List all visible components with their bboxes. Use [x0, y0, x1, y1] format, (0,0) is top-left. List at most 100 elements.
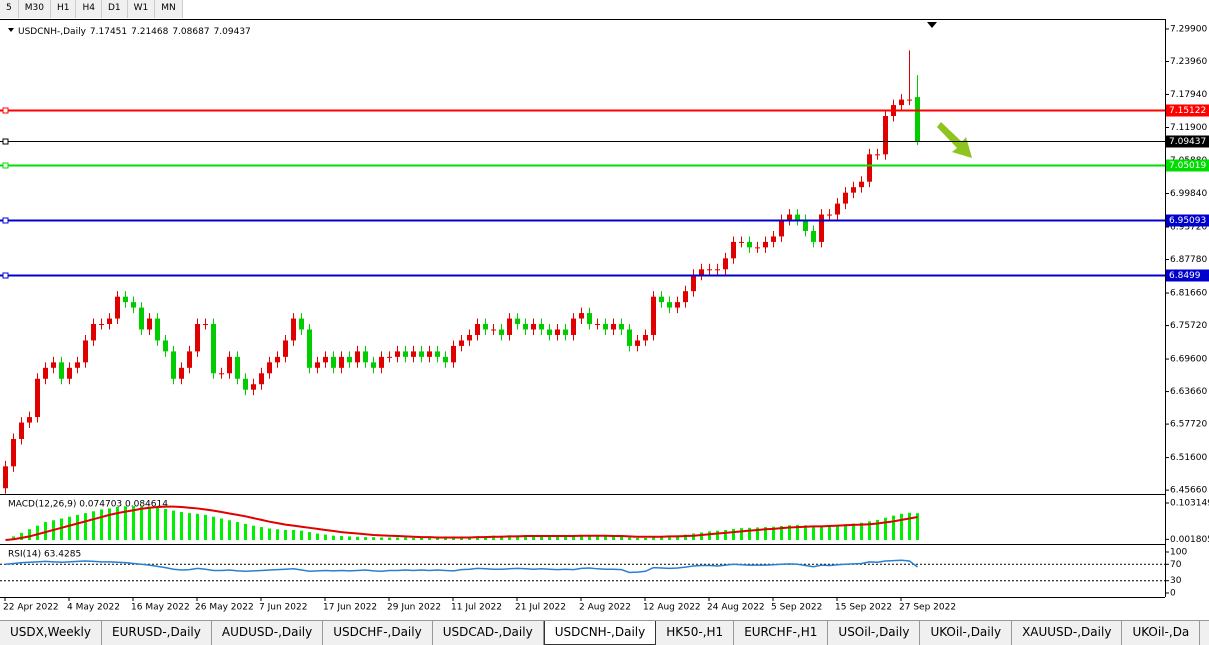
macd-bar — [700, 532, 703, 540]
chart-tabs: USDX,Weekly EURUSD-,Daily AUDUSD-,Daily USD… — [0, 620, 1209, 645]
macd-bar — [876, 519, 879, 540]
chart-tab[interactable]: UKOil-,Daily — [920, 621, 1013, 645]
x-tick-label: 27 Sep 2022 — [899, 603, 956, 613]
candle-body — [707, 269, 712, 271]
macd-bar — [740, 528, 743, 540]
x-tick-label: 11 Jul 2022 — [451, 603, 502, 613]
macd-bar — [748, 527, 751, 540]
candle-body — [843, 192, 848, 204]
macd-bar — [788, 525, 791, 540]
candle-body — [619, 324, 624, 330]
macd-bar — [132, 505, 135, 540]
rsi-label: RSI(14) 63.4285 — [8, 550, 81, 560]
candle-body — [235, 356, 240, 379]
chart-header: USDCNH-,Daily 7.17451 7.21468 7.08687 7.0943… — [18, 27, 251, 37]
candle-body — [275, 356, 280, 363]
chart-tab[interactable]: USDX,Weekly — [0, 621, 102, 645]
timeframe-button[interactable]: D1 — [102, 0, 128, 18]
chart-tab[interactable]: USDCHF-,Daily — [323, 621, 433, 645]
timeframe-button[interactable]: 5 — [0, 0, 19, 18]
level-label-box — [1166, 135, 1209, 148]
macd-bar — [580, 535, 583, 540]
chart-tab[interactable]: USOil-,Daily — [828, 621, 921, 645]
candle-body — [603, 324, 608, 330]
macd-bar — [260, 527, 263, 540]
chart-tab[interactable]: HK50-,H1 — [656, 621, 735, 645]
macd-bar — [868, 521, 871, 540]
candle-body — [907, 99, 912, 101]
macd-bar — [540, 535, 543, 540]
timeframe-button[interactable]: H1 — [51, 0, 77, 18]
timeframe-button[interactable]: M30 — [19, 0, 51, 18]
chart-tab[interactable]: USDCAD-,Daily — [433, 621, 544, 645]
candle-body — [227, 356, 232, 374]
y-tick-label: 6.57720 — [1170, 420, 1207, 430]
timeframe-toolbar: 5 M30 H1 H4 D1 W1 MN — [0, 0, 183, 18]
macd-bar — [444, 538, 447, 540]
x-tick-label: 4 May 2022 — [67, 603, 120, 613]
candle-body — [139, 307, 144, 330]
timeframe-button[interactable]: MN — [155, 0, 183, 18]
candle-body — [595, 324, 600, 326]
chart-tab[interactable]: AUDUSD-,Daily — [212, 621, 324, 645]
macd-bar — [172, 510, 175, 540]
macd-bar — [340, 536, 343, 540]
chart-tab[interactable]: USDCNH-,Daily — [543, 621, 657, 645]
macd-bar — [804, 525, 807, 540]
candle-body — [483, 324, 488, 330]
macd-bar — [796, 524, 799, 540]
macd-bar — [148, 506, 151, 540]
candle-body — [555, 329, 560, 335]
macd-bar — [140, 506, 143, 540]
chart: USDCNH-,Daily 7.17451 7.21468 7.08687 7.0943… — [0, 19, 1209, 613]
candle-body — [835, 203, 840, 215]
macd-bar — [252, 525, 255, 540]
macd-bar — [820, 525, 823, 540]
candle-body — [899, 99, 904, 106]
candle-body — [419, 351, 424, 357]
candle-body — [323, 356, 328, 363]
candle-body — [579, 313, 584, 319]
macd-label: MACD(12,26,9) 0.074703 0.084614 — [8, 500, 168, 510]
level-handle — [2, 272, 9, 279]
candle-body — [331, 356, 336, 368]
timeframe-button[interactable]: W1 — [128, 0, 156, 18]
level-label: 7.05019 — [1169, 161, 1206, 171]
chart-tab[interactable]: XAUUSD-,Daily — [1012, 621, 1123, 645]
macd-bar — [836, 524, 839, 540]
macd-bar — [364, 537, 367, 540]
candle-body — [915, 97, 920, 141]
chart-tab[interactable]: EURCHF-,H1 — [734, 621, 829, 645]
rsi-tick-label: 0 — [1170, 589, 1176, 599]
x-tick-label: 12 Aug 2022 — [643, 603, 701, 613]
chart-tab[interactable]: UKOil-,Da — [1122, 621, 1201, 645]
macd-bar — [708, 531, 711, 540]
macd-bar — [476, 536, 479, 540]
macd-bar — [660, 536, 663, 540]
shift-marker — [927, 22, 937, 28]
timeframe-button[interactable]: H4 — [76, 0, 102, 18]
candle-body — [659, 296, 664, 303]
candle-body — [147, 318, 152, 330]
candle-body — [99, 324, 104, 326]
candle-body — [123, 296, 128, 303]
macd-bar — [612, 536, 615, 540]
macd-bar — [460, 537, 463, 540]
x-tick-label: 29 Jun 2022 — [387, 603, 441, 613]
macd-bar — [420, 537, 423, 540]
y-tick-label: 7.23960 — [1170, 57, 1207, 67]
candle-body — [59, 362, 64, 379]
macd-bar — [508, 535, 511, 540]
candle-body — [427, 351, 432, 357]
candle-body — [243, 378, 248, 390]
macd-bar — [380, 537, 383, 540]
candle-body — [819, 214, 824, 242]
chart-tab[interactable]: EURUSD-,Daily — [102, 621, 212, 645]
macd-bar — [348, 536, 351, 540]
macd-bar — [396, 537, 399, 540]
y-tick-label: 6.63660 — [1170, 387, 1207, 397]
macd-bar — [204, 514, 207, 540]
macd-bar — [180, 512, 183, 540]
candle-body — [83, 340, 88, 363]
macd-bar — [36, 525, 39, 540]
